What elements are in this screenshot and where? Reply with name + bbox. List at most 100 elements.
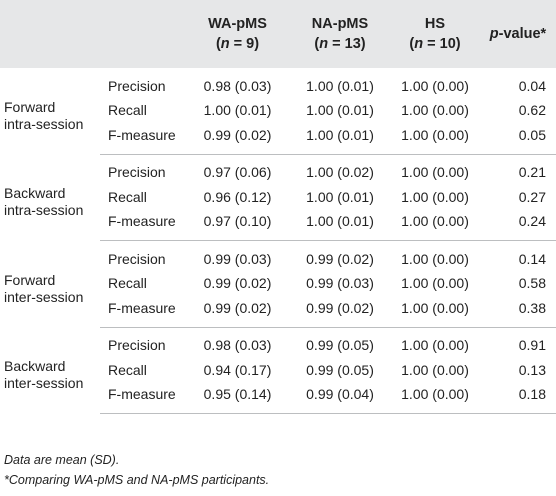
table-row: Recall 0.99 (0.02) 0.99 (0.03) 1.00 (0.00) 0… (0, 272, 556, 297)
table-body: Forward intra-session Precision 0.98 (0.03)… (0, 68, 556, 414)
wa-pms-cell: 1.00 (0.01) (203, 102, 272, 119)
group-label: Forward intra-session (0, 68, 100, 154)
header-hs-title: HS (424, 16, 446, 32)
p-value-cell: 0.18 (480, 382, 556, 414)
metric-cell: Precision (108, 337, 166, 354)
header-na-pms: NA-pMS (n = 13) (290, 0, 390, 68)
group-label: Backward inter-session (0, 327, 100, 414)
wa-pms-cell: 0.99 (0.02) (185, 296, 290, 328)
header-wa-n-label: n (220, 36, 230, 52)
header-row: WA-pMS (n = 9) NA-pMS (n = 13) HS (n = 1… (0, 0, 556, 68)
p-value-cell: 0.62 (518, 102, 546, 119)
na-pms-cell: 1.00 (0.01) (306, 102, 374, 119)
na-pms-cell: 0.99 (0.04) (290, 382, 390, 414)
na-pms-cell: 1.00 (0.01) (290, 209, 390, 241)
group-label-line2: inter-session (4, 288, 84, 305)
table-row: F-measure 0.99 (0.02) 0.99 (0.02) 1.00 (0.0… (0, 296, 556, 328)
header-hs: HS (n = 10) (390, 0, 480, 68)
na-pms-cell: 1.00 (0.01) (290, 123, 390, 155)
header-wa-pms: WA-pMS (n = 9) (185, 0, 290, 68)
wa-pms-cell: 0.97 (0.10) (185, 209, 290, 241)
table-row: Backward inter-session Precision 0.98 (0.03… (0, 327, 556, 391)
na-pms-cell: 0.99 (0.05) (306, 361, 374, 378)
metric-cell: Precision (108, 77, 166, 94)
header-hs-n-label: n (414, 36, 424, 52)
hs-cell: 1.00 (0.00) (401, 77, 469, 94)
table-footnotes: Data are mean (SD). *Comparing WA-pMS an… (4, 450, 269, 490)
wa-pms-cell: 0.97 (0.06) (203, 164, 272, 181)
hs-cell: 1.00 (0.00) (401, 361, 469, 378)
wa-pms-cell: 0.99 (0.03) (203, 250, 272, 267)
header-empty-metric (100, 0, 185, 68)
na-pms-cell: 1.00 (0.01) (306, 188, 374, 205)
hs-cell: 1.00 (0.00) (401, 250, 469, 267)
na-pms-cell: 0.99 (0.02) (290, 296, 390, 328)
metric-cell: F-measure (100, 382, 185, 414)
metric-cell: Precision (108, 250, 166, 267)
table-row: F-measure 0.99 (0.02) 1.00 (0.01) 1.00 (0.0… (0, 123, 556, 155)
hs-cell: 1.00 (0.00) (390, 123, 480, 155)
footnote-data-description: Data are mean (SD). (4, 453, 120, 467)
metric-cell: F-measure (100, 123, 185, 155)
table-row: Recall 1.00 (0.01) 1.00 (0.01) 1.00 (0.00) 0… (0, 99, 556, 124)
table-row: Recall 0.96 (0.12) 1.00 (0.01) 1.00 (0.00) 0… (0, 185, 556, 210)
group-label-line2: inter-session (4, 375, 84, 392)
header-na-n-label: n (319, 36, 329, 52)
metric-cell: Recall (108, 102, 147, 119)
p-value-cell: 0.91 (518, 337, 546, 354)
p-value-cell: 0.27 (518, 188, 546, 205)
p-value-cell: 0.04 (518, 77, 546, 94)
group-label-line2: intra-session (4, 116, 84, 132)
group-label: Forward inter-session (0, 241, 100, 328)
group-label: Backward intra-session (0, 154, 100, 241)
hs-cell: 1.00 (0.00) (401, 337, 469, 354)
hs-cell: 1.00 (0.00) (390, 209, 480, 241)
metric-cell: F-measure (100, 209, 185, 241)
header-wa-n: (n = 9) (215, 36, 260, 52)
table-row: Recall 0.94 (0.17) 0.99 (0.05) 1.00 (0.00) 0… (0, 358, 556, 383)
header-hs-n-value: = 10) (423, 36, 461, 52)
header-wa-title: WA-pMS (208, 16, 267, 32)
p-value-cell: 0.58 (518, 275, 546, 292)
na-pms-cell: 0.99 (0.02) (306, 250, 374, 267)
metric-cell: Recall (108, 188, 147, 205)
table-header: WA-pMS (n = 9) NA-pMS (n = 13) HS (n = 1… (0, 0, 556, 68)
header-hs-n: (n = 10) (409, 36, 461, 52)
wa-pms-cell: 0.94 (0.17) (203, 361, 272, 378)
hs-cell: 1.00 (0.00) (390, 296, 480, 328)
p-value-cell: 0.14 (518, 250, 546, 267)
metric-cell: Recall (108, 275, 147, 292)
group-label-line1: Forward (4, 99, 56, 115)
group-label-line1: Backward (4, 185, 66, 202)
header-empty-group (0, 0, 100, 68)
p-value-cell: 0.05 (480, 123, 556, 155)
wa-pms-cell: 0.95 (0.14) (185, 382, 290, 414)
header-p-italic: p (489, 26, 499, 42)
metric-cell: Precision (108, 164, 166, 181)
header-p-rest: -value* (498, 26, 547, 42)
metric-cell: Recall (108, 361, 147, 378)
footnote-comparison: *Comparing WA-pMS and NA-pMS participant… (4, 473, 270, 487)
hs-cell: 1.00 (0.00) (401, 275, 469, 292)
group-label-line1: Backward (4, 358, 66, 375)
group-label-line1: Forward (4, 271, 56, 288)
na-pms-cell: 0.99 (0.03) (306, 275, 374, 292)
p-value-cell: 0.24 (480, 209, 556, 241)
na-pms-cell: 0.99 (0.05) (306, 337, 374, 354)
metric-cell: F-measure (100, 296, 185, 328)
hs-cell: 1.00 (0.00) (401, 102, 469, 119)
header-p-value: p-value* (480, 0, 556, 68)
header-na-title: NA-pMS (311, 16, 369, 32)
group-label-line2: intra-session (4, 202, 84, 219)
wa-pms-cell: 0.98 (0.03) (203, 77, 272, 94)
wa-pms-cell: 0.99 (0.02) (185, 123, 290, 155)
wa-pms-cell: 0.96 (0.12) (203, 188, 272, 205)
hs-cell: 1.00 (0.00) (390, 382, 480, 414)
hs-cell: 1.00 (0.00) (401, 164, 469, 181)
table-row: F-measure 0.95 (0.14) 0.99 (0.04) 1.00 (0.0… (0, 382, 556, 414)
table-row: Forward intra-session Precision 0.98 (0.03)… (0, 68, 556, 132)
header-na-n-value: = 13) (328, 36, 366, 52)
p-value-cell: 0.21 (518, 164, 546, 181)
na-pms-cell: 1.00 (0.01) (306, 77, 374, 94)
